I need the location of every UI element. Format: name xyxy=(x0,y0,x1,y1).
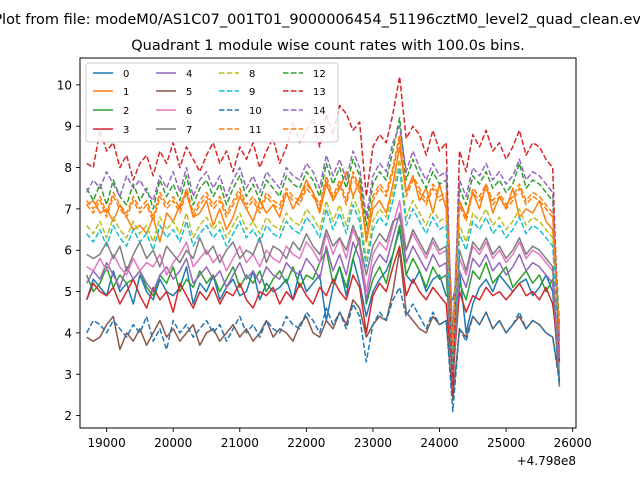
series-line-4 xyxy=(86,212,561,384)
series-line-13 xyxy=(86,75,561,396)
series-line-0 xyxy=(85,228,561,387)
x-tick-label: 20000 xyxy=(154,436,192,450)
legend-label-11: 11 xyxy=(249,125,262,136)
series-line-11 xyxy=(86,137,561,347)
legend-label-13: 13 xyxy=(313,87,326,98)
legend-label-15: 15 xyxy=(313,125,326,136)
y-tick-label: 10 xyxy=(57,78,72,92)
series-line-3 xyxy=(86,245,561,380)
x-tick-label: 21000 xyxy=(221,436,259,450)
legend-label-1: 1 xyxy=(123,87,129,98)
legend-label-5: 5 xyxy=(186,87,192,98)
x-tick-label: 25000 xyxy=(487,436,525,450)
legend-label-7: 7 xyxy=(186,125,192,136)
x-axis-ticks: 19000 20000 21000 22000 23000 24000 25000 26000 xyxy=(88,428,592,450)
y-axis-ticks: 2 3 4 5 6 7 8 9 10 xyxy=(57,78,80,423)
series-line-1 xyxy=(86,146,561,351)
series-line-6 xyxy=(86,199,561,376)
legend-label-2: 2 xyxy=(123,106,129,117)
legend-frame xyxy=(85,62,339,143)
y-tick-label: 5 xyxy=(64,285,72,299)
legend-label-8: 8 xyxy=(249,69,255,80)
y-tick-label: 3 xyxy=(64,368,72,382)
legend-label-12: 12 xyxy=(313,69,326,80)
series-line-2 xyxy=(86,224,561,383)
y-tick-label: 4 xyxy=(64,326,72,340)
x-axis-offset-label: +4.798e8 xyxy=(517,454,576,468)
axes-frame xyxy=(79,57,577,429)
legend-label-9: 9 xyxy=(249,87,255,98)
series-line-15 xyxy=(86,133,561,347)
chart-title: Quadrant 1 module wise count rates with … xyxy=(131,38,525,54)
y-tick-label: 2 xyxy=(64,409,72,423)
series-layer xyxy=(85,75,561,413)
series-line-14 xyxy=(86,125,561,358)
x-tick-label: 19000 xyxy=(88,436,126,450)
x-tick-label: 24000 xyxy=(420,436,458,450)
legend-label-6: 6 xyxy=(186,106,192,117)
y-tick-label: 9 xyxy=(64,120,72,134)
x-tick-label: 26000 xyxy=(554,436,592,450)
series-line-8 xyxy=(86,158,561,359)
series-line-10 xyxy=(86,286,561,413)
figure-suptitle: Plot from file: modeM0/AS1C07_001T01_900… xyxy=(0,12,640,28)
legend-label-3: 3 xyxy=(123,125,129,136)
series-line-9 xyxy=(86,166,561,367)
y-tick-label: 7 xyxy=(64,202,72,216)
legend-label-10: 10 xyxy=(249,106,262,117)
x-tick-label: 23000 xyxy=(354,436,392,450)
y-tick-label: 6 xyxy=(64,244,72,258)
x-tick-label: 22000 xyxy=(287,436,325,450)
y-tick-label: 8 xyxy=(64,161,72,175)
legend-label-0: 0 xyxy=(123,69,129,80)
series-line-7 xyxy=(86,216,561,392)
series-line-5 xyxy=(86,249,561,400)
legend-label-4: 4 xyxy=(186,69,192,80)
legend-label-14: 14 xyxy=(313,106,326,117)
